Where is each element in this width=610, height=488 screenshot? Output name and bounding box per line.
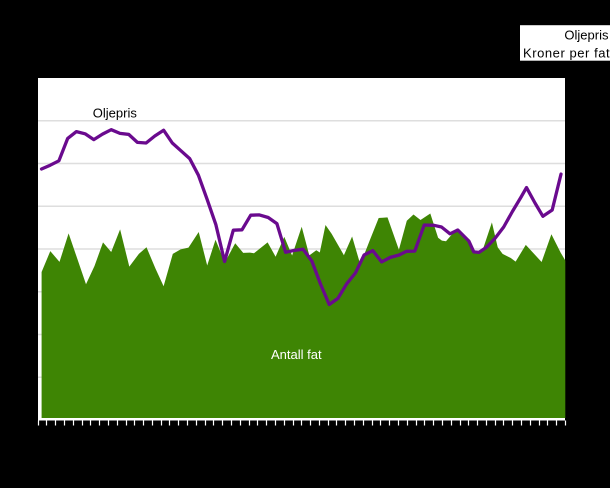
svg-text:Oljepris: Oljepris (93, 106, 138, 121)
svg-text:Antall fat: Antall fat (271, 347, 322, 362)
svg-text:Kroner per fat: Kroner per fat (523, 46, 610, 61)
svg-text:Oljepris: Oljepris (564, 28, 609, 43)
